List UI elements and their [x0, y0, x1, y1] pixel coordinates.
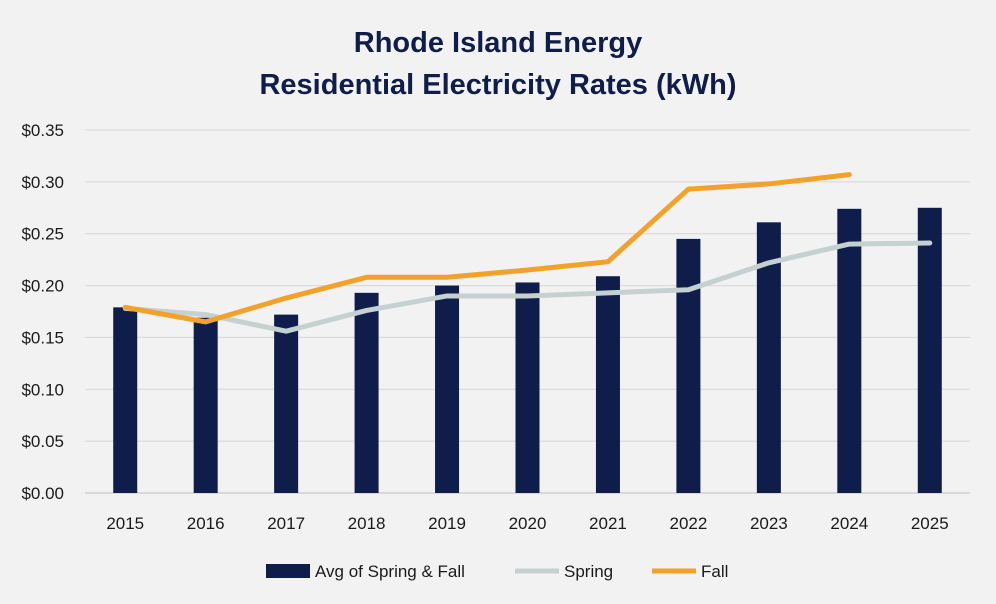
- chart-title-line-1: Rhode Island Energy: [353, 27, 643, 59]
- legend-item: Spring: [515, 562, 613, 581]
- x-tick-label: 2018: [348, 514, 386, 533]
- y-tick-label: $0.10: [21, 380, 64, 399]
- series-line-fall: [122, 172, 852, 325]
- x-tick-label: 2022: [669, 514, 707, 533]
- bar: [113, 307, 138, 493]
- y-tick-label: $0.35: [21, 121, 64, 140]
- legend-label: Spring: [564, 562, 613, 581]
- series-line-spring: [122, 240, 933, 334]
- bar: [676, 238, 701, 493]
- y-tick-label: $0.15: [21, 328, 64, 347]
- bar: [354, 292, 379, 493]
- bar: [837, 208, 862, 493]
- bar: [193, 317, 218, 493]
- chart-title-line-2: Residential Electricity Rates (kWh): [259, 69, 737, 101]
- y-tick-label: $0.25: [21, 225, 64, 244]
- y-tick-label: $0.20: [21, 277, 64, 296]
- x-tick-label: 2015: [106, 514, 144, 533]
- x-tick-label: 2020: [509, 514, 547, 533]
- x-tick-label: 2023: [750, 514, 788, 533]
- x-tick-label: 2025: [911, 514, 949, 533]
- bar: [595, 276, 620, 493]
- x-tick-label: 2021: [589, 514, 627, 533]
- y-tick-label: $0.05: [21, 432, 64, 451]
- legend-item: Avg of Spring & Fall: [266, 562, 465, 581]
- y-tick-label: $0.30: [21, 173, 64, 192]
- bar: [274, 314, 299, 493]
- legend-label: Fall: [701, 562, 728, 581]
- bar: [515, 282, 540, 493]
- x-tick-label: 2017: [267, 514, 305, 533]
- legend-item: Fall: [652, 562, 728, 581]
- x-tick-label: 2024: [830, 514, 868, 533]
- chart-title: Rhode Island Energy Residential Electric…: [0, 22, 996, 106]
- x-tick-label: 2016: [187, 514, 225, 533]
- legend-label: Avg of Spring & Fall: [315, 562, 465, 581]
- legend-swatch: [266, 564, 310, 578]
- bar: [435, 285, 460, 493]
- bar: [917, 207, 942, 494]
- y-tick-label: $0.00: [21, 484, 64, 503]
- x-tick-label: 2019: [428, 514, 466, 533]
